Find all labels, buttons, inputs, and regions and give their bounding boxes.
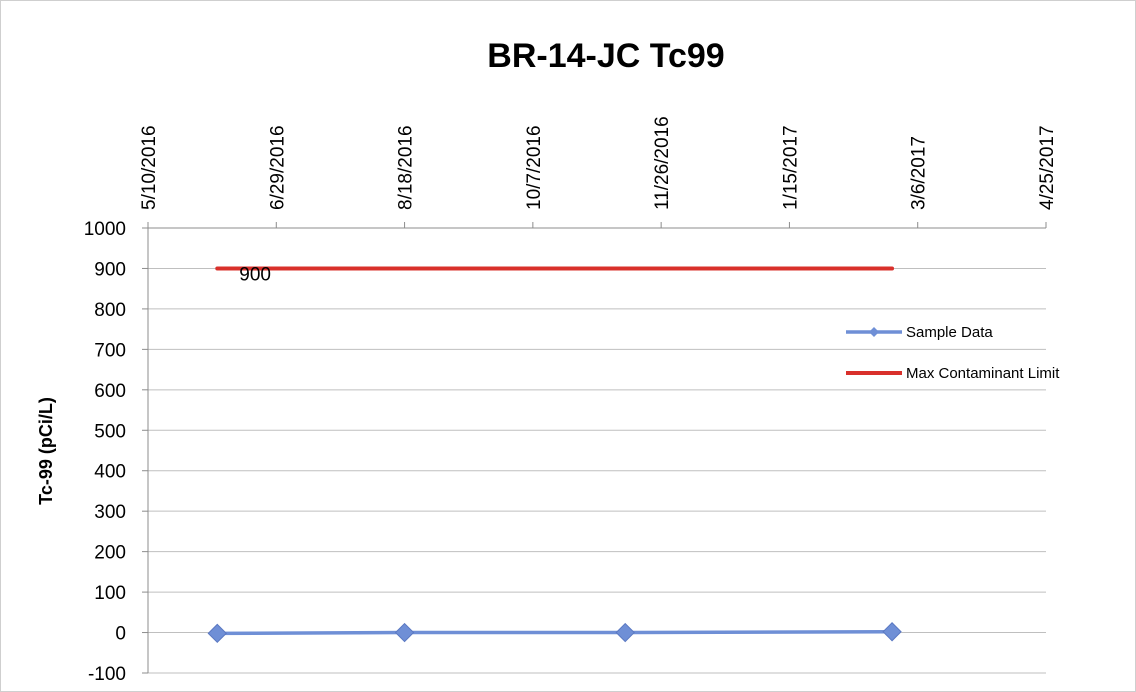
series-max-contaminant-limit: 900 [215,264,895,285]
legend: Sample Data Max Contaminant Limit [846,324,1060,382]
y-tick-label: 400 [94,462,126,483]
x-tick-labels: 5/10/2016 6/29/2016 8/18/2016 10/7/2016 11/2… [139,116,1058,210]
x-tick-label: 4/25/2017 [1037,125,1058,210]
y-tick-label: 800 [94,300,126,321]
y-tick-labels: -100 0 100 200 300 400 500 600 700 800 900 1000 [84,219,126,685]
legend-item: Sample Data [846,324,993,341]
series-sample-data [207,622,902,644]
data-point [882,622,902,642]
x-tick-label: 8/18/2016 [396,125,417,210]
legend-marker [869,327,879,337]
x-tick-label: 10/7/2016 [524,125,545,210]
y-tick-label: 1000 [84,219,126,240]
axes [142,222,1047,674]
series: 900 [207,264,902,644]
y-tick-label: 100 [94,583,126,604]
y-tick-label: 300 [94,502,126,523]
legend-label: Max Contaminant Limit [906,365,1060,382]
y-tick-label: 200 [94,543,126,564]
data-label: 900 [239,264,271,285]
data-point [615,622,635,643]
gridlines [148,227,1046,674]
legend-item: Max Contaminant Limit [846,365,1060,382]
x-tick-label: 6/29/2016 [267,125,288,210]
sample-data-line [215,629,894,636]
y-axis-label: Tc-99 (pCi/L) [36,397,56,505]
legend-label: Sample Data [906,324,993,341]
data-point [207,623,227,644]
y-tick-label: 900 [94,259,126,280]
x-tick-label: 1/15/2017 [780,125,801,210]
y-tick-label: 700 [94,340,126,361]
chart-title: BR-14-JC Tc99 [487,37,724,75]
x-tick-label: 11/26/2016 [652,116,673,210]
y-tick-label: -100 [88,664,126,685]
y-tick-label: 500 [94,421,126,442]
data-point [394,622,415,643]
y-tick-label: 600 [94,381,126,402]
x-tick-label: 3/6/2017 [909,136,930,210]
y-tick-label: 0 [115,624,126,645]
x-tick-label: 5/10/2016 [139,125,160,210]
